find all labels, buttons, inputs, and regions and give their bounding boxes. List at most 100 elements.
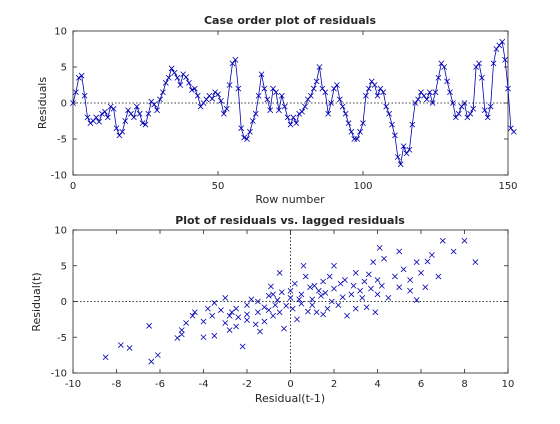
lagged-data-point xyxy=(374,277,381,283)
case-order-data-point xyxy=(270,85,276,92)
lagged-data-point xyxy=(439,237,446,244)
lagged-data-point xyxy=(298,291,305,298)
lagged-data-point xyxy=(341,277,348,283)
case-order-data-point xyxy=(215,91,221,98)
case-order-data-point xyxy=(107,103,114,110)
lagged-data-point xyxy=(461,237,468,244)
case-order-data-point xyxy=(189,87,195,93)
case-order-data-point xyxy=(508,125,514,132)
case-order-plot: Case order plot of residuals Row number … xyxy=(36,14,518,206)
case-order-data-point xyxy=(267,107,274,114)
case-order-data-point xyxy=(104,114,111,121)
case-order-data-point xyxy=(194,92,201,99)
case-order-data-point xyxy=(160,89,166,96)
case-order-data-point xyxy=(415,96,421,103)
lagged-data-point xyxy=(265,307,272,313)
case-order-data-point xyxy=(432,89,439,96)
lagged-data-point xyxy=(211,300,218,306)
lagged-data-point xyxy=(302,273,309,280)
lagged-data-point xyxy=(274,297,281,303)
case-order-data-point xyxy=(386,110,392,117)
lagged-data-point xyxy=(370,259,377,266)
lagged-data-point xyxy=(248,296,255,303)
case-order-data-point xyxy=(232,56,239,63)
case-order-xtick-label: 0 xyxy=(70,181,76,192)
lagged-data-point xyxy=(209,312,216,319)
case-order-data-point xyxy=(212,89,218,96)
case-order-data-point xyxy=(258,71,265,78)
case-order-data-point xyxy=(191,85,198,92)
lagged-data-point xyxy=(320,311,327,318)
case-order-data-point xyxy=(354,136,361,142)
lagged-data-point xyxy=(261,304,268,311)
case-order-data-point xyxy=(392,132,398,139)
case-order-data-point xyxy=(397,161,404,168)
lagged-data-point xyxy=(281,325,287,332)
case-order-data-point xyxy=(125,107,131,114)
case-order-data-point xyxy=(218,97,224,104)
lagged-data-point xyxy=(204,305,211,312)
case-order-data-point xyxy=(241,134,247,141)
lagged-data-point xyxy=(396,248,403,255)
lagged-data-point xyxy=(222,295,229,301)
case-order-title: Case order plot of residuals xyxy=(204,14,376,27)
lagged-data-point xyxy=(200,334,207,341)
lagged-xtick-label: -2 xyxy=(242,379,252,390)
case-order-data-point xyxy=(458,103,465,110)
lagged-data-point xyxy=(328,298,335,305)
case-order-data-point xyxy=(116,132,123,139)
lagged-data-point xyxy=(174,335,181,341)
case-order-data-point xyxy=(470,105,477,112)
lagged-data-point xyxy=(305,308,311,315)
lagged-data-point xyxy=(283,302,290,309)
case-order-data-point xyxy=(371,82,378,88)
lagged-data-point xyxy=(407,277,414,283)
case-order-data-point xyxy=(502,56,508,63)
case-order-data-point xyxy=(203,96,210,103)
case-order-ytick-label: 10 xyxy=(54,27,67,38)
lagged-data-point xyxy=(413,259,420,266)
case-order-data-point xyxy=(209,95,216,102)
lagged-data-point xyxy=(428,252,435,258)
lagged-data-point xyxy=(211,332,218,339)
case-order-data-point xyxy=(75,74,82,81)
case-order-data-point xyxy=(464,114,471,121)
case-order-data-point xyxy=(139,120,146,127)
case-order-ytick-label: 0 xyxy=(61,99,67,110)
case-order-data-point xyxy=(377,85,384,92)
case-order-data-point xyxy=(128,110,134,117)
case-order-data-point xyxy=(383,103,390,110)
lagged-data-point xyxy=(344,312,350,319)
lagged-data-point xyxy=(348,291,355,298)
case-order-data-point xyxy=(339,103,346,110)
case-order-data-point xyxy=(157,96,163,103)
lagged-data-point xyxy=(339,294,346,301)
case-order-data-point xyxy=(252,110,259,117)
case-order-data-point xyxy=(276,107,282,114)
lagged-data-point xyxy=(350,282,357,289)
case-order-data-point xyxy=(142,121,149,128)
lagged-data-point xyxy=(352,305,359,312)
case-order-data-point xyxy=(438,60,445,67)
case-order-data-point xyxy=(90,118,97,124)
case-order-ytick-label: -10 xyxy=(51,171,67,182)
case-order-data-point xyxy=(325,110,332,117)
case-order-data-point xyxy=(102,108,108,115)
case-order-data-point xyxy=(293,120,300,127)
lagged-ylabel: Residual(t) xyxy=(30,272,43,331)
lagged-data-point xyxy=(146,322,153,329)
lagged-data-point xyxy=(244,317,250,323)
case-order-data-point xyxy=(328,100,334,106)
case-order-data-point xyxy=(281,103,288,110)
case-order-data-point xyxy=(287,121,294,128)
case-order-data-point xyxy=(496,42,503,49)
case-order-data-point xyxy=(357,128,363,135)
lagged-data-point xyxy=(296,296,303,303)
case-order-xtick-label: 150 xyxy=(498,181,517,192)
case-order-data-point xyxy=(247,128,253,135)
case-order-data-point xyxy=(261,85,268,92)
lagged-residuals-plot: Plot of residuals vs. lagged residuals R… xyxy=(30,214,514,405)
lagged-xtick-label: 8 xyxy=(461,379,467,390)
case-order-data-point xyxy=(490,60,497,67)
lagged-data-point xyxy=(178,331,185,338)
